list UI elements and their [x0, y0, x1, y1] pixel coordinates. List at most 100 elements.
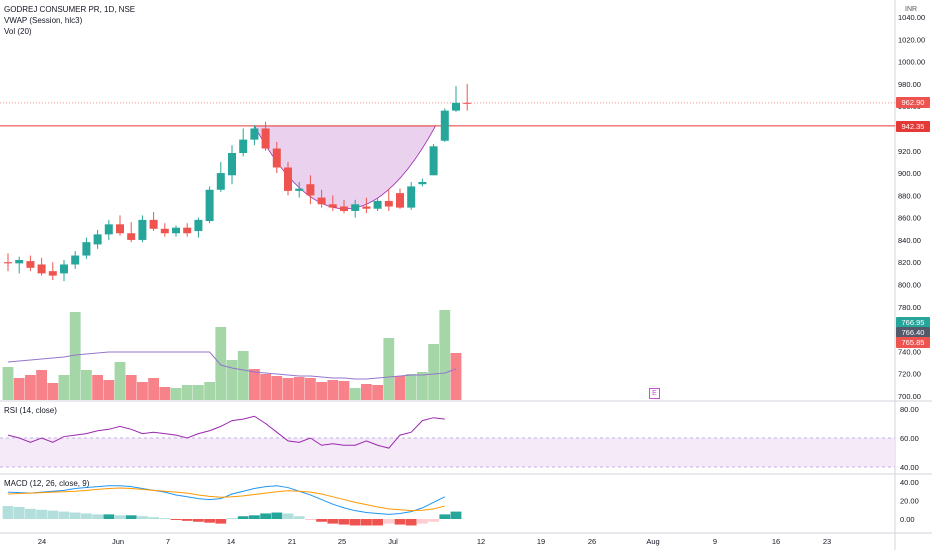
price-tick-label: 740.00 — [898, 347, 921, 356]
macd-histogram-bar — [2, 506, 14, 519]
candle-body — [452, 102, 460, 111]
macd-tick-label: 0.00 — [900, 515, 915, 524]
candle-body — [228, 152, 236, 176]
rsi-band — [0, 438, 895, 467]
volume-bar — [36, 370, 47, 400]
time-tick-label: 7 — [166, 537, 170, 546]
volume-bar — [271, 376, 283, 400]
volume-bar — [349, 388, 361, 400]
macd-histogram-bar — [13, 506, 25, 519]
volume-bar — [181, 385, 193, 400]
candle-body — [250, 128, 259, 140]
candle-body — [48, 271, 57, 276]
time-tick-label: 21 — [288, 537, 296, 546]
price-tick-label: 700.00 — [898, 392, 921, 401]
candle-body — [373, 200, 382, 209]
candle-body — [60, 264, 68, 274]
candle-body — [418, 181, 427, 185]
volume-bar — [237, 351, 249, 400]
volume-bar — [204, 382, 215, 400]
volume-label-2: 766.40 — [896, 327, 930, 338]
volume-bar — [417, 372, 428, 400]
macd-legend: MACD (12, 26, close, 9) — [4, 479, 90, 488]
volume-bar — [114, 362, 126, 400]
macd-histogram-bar — [69, 512, 81, 519]
candle-body — [116, 224, 124, 234]
macd-histogram-bar — [394, 519, 406, 525]
candle-body — [15, 260, 24, 264]
candle-body — [183, 227, 192, 234]
macd-histogram-bar — [125, 515, 137, 519]
volume-bar — [282, 378, 294, 400]
price-tick-label: 980.00 — [898, 80, 921, 89]
macd-histogram-bar — [417, 519, 428, 524]
volume-bar — [47, 383, 59, 400]
price-tick-label: 800.00 — [898, 281, 921, 290]
volume-bar — [137, 382, 148, 400]
rsi-legend: RSI (14, close) — [4, 406, 57, 415]
macd-histogram-bar — [249, 515, 260, 519]
volume-bar — [260, 374, 271, 400]
candle-body — [172, 227, 180, 234]
macd-histogram-bar — [226, 518, 238, 520]
candle-body — [328, 204, 337, 208]
macd-histogram-bar — [103, 514, 115, 519]
price-tick-label: 840.00 — [898, 236, 921, 245]
volume-bar — [428, 344, 439, 400]
time-tick-label: 24 — [38, 537, 46, 546]
macd-tick-label: 40.00 — [900, 478, 919, 487]
rsi-tick-label: 60.00 — [900, 434, 919, 443]
volume-bar — [226, 360, 238, 400]
rsi-tick-label: 40.00 — [900, 463, 919, 472]
candle-body — [317, 197, 326, 205]
candle-body — [295, 188, 304, 191]
volume-bar — [69, 312, 81, 400]
candle-body — [340, 206, 348, 211]
earnings-marker[interactable]: E — [649, 388, 660, 399]
macd-histogram-bar — [439, 514, 451, 519]
candle-body — [160, 228, 169, 234]
volume-bar — [58, 375, 70, 400]
candle-body — [216, 173, 225, 190]
candle-body — [71, 255, 80, 265]
candle-body — [440, 110, 449, 141]
volume-bar — [92, 375, 103, 400]
currency-label: INR — [905, 6, 918, 13]
candle-body — [463, 102, 472, 104]
time-tick-label: 23 — [823, 537, 831, 546]
volume-bar — [305, 378, 316, 400]
symbol-legend: GODREJ CONSUMER PR, 1D, NSE — [4, 5, 136, 14]
volume-label-3: 765.85 — [896, 337, 930, 348]
volume-bar — [13, 378, 25, 400]
vwap-legend: VWAP (Session, hlc3) — [4, 16, 83, 25]
volume-ma-line — [7, 351, 457, 380]
volume-bar — [215, 327, 227, 400]
time-tick-label: 9 — [713, 537, 717, 546]
price-tick-label: 1000.00 — [898, 58, 925, 67]
time-tick-label: Aug — [646, 537, 659, 546]
macd-histogram-bar — [338, 519, 350, 525]
price-tick-label: 860.00 — [898, 214, 921, 223]
signal-line — [7, 487, 445, 512]
candle-body — [239, 139, 248, 153]
macd-histogram-bar — [372, 519, 383, 526]
time-tick-label: 19 — [537, 537, 545, 546]
volume-bar — [450, 353, 462, 400]
macd-histogram-bar — [181, 519, 193, 521]
macd-tick-label: 20.00 — [900, 497, 919, 506]
candle-body — [261, 128, 270, 149]
rsi-tick-label: 80.00 — [900, 405, 919, 414]
candle-body — [306, 184, 315, 196]
volume-bar — [338, 381, 350, 400]
macd-histogram-bar — [405, 519, 417, 526]
last-price-label: 962.90 — [896, 97, 930, 108]
macd-histogram-bar — [114, 515, 126, 519]
macd-histogram-bar — [327, 519, 339, 524]
macd-histogram-bar — [137, 516, 148, 519]
time-tick-label: 26 — [588, 537, 596, 546]
time-tick-label: 12 — [477, 537, 485, 546]
candle-body — [194, 219, 203, 232]
volume-bar — [316, 382, 327, 400]
macd-histogram-bar — [92, 514, 103, 519]
